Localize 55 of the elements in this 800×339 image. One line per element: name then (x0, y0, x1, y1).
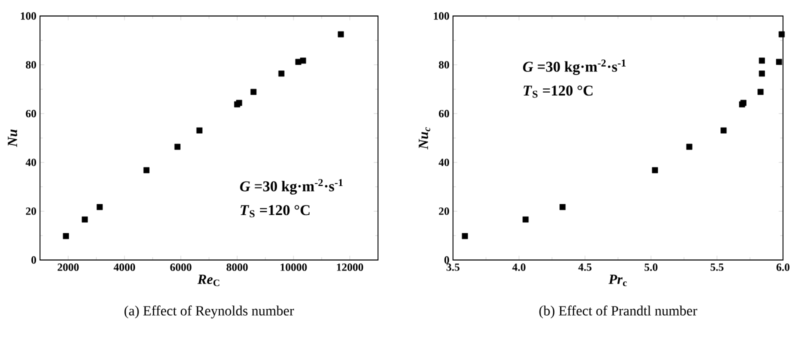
x-tick-label: 8000 (226, 264, 248, 271)
y-tick-label: 60 (26, 110, 36, 118)
point (560, 204, 566, 210)
point (462, 233, 468, 240)
point (758, 70, 765, 77)
y-tick-label: 0 (31, 256, 36, 264)
x-tick-label: 4000 (114, 264, 136, 271)
y-tick-label: 80 (26, 61, 36, 68)
x-tick-label: 5.5 (710, 264, 724, 271)
x-axis-title: Pr$_{c}$ (608, 274, 627, 286)
y-tick-label: 20 (438, 208, 450, 215)
x-tick-label: 12000 (337, 264, 364, 271)
point (652, 167, 658, 174)
text: (b) Effect of Prandtl number (539, 306, 698, 318)
y-tick-label: 100 (20, 12, 36, 20)
annotation: G =30 kg·m$^{-2}$·s$^{-1}$ (523, 60, 626, 75)
point (196, 127, 202, 134)
y-tick-label: 0 (444, 256, 450, 264)
x-tick-label: 4.0 (512, 264, 526, 271)
x-tick-label: 6.0 (776, 264, 790, 271)
annotation: G =30 kg·m$^{-2}$·s$^{-1}$ (240, 179, 343, 195)
point (720, 127, 727, 134)
annotation: T$_{S}$ =120 °C (524, 86, 592, 98)
point (778, 31, 785, 38)
point (278, 70, 284, 77)
point (758, 58, 765, 64)
point (522, 216, 529, 222)
point (62, 233, 69, 240)
x-tick-label: 3.5 (446, 264, 460, 271)
point (686, 144, 692, 150)
point (250, 88, 257, 95)
point (776, 58, 782, 65)
y-axis-title: Nu (8, 130, 18, 148)
x-axis-title: Re$_{C}$ (197, 274, 220, 286)
y-tick-label: 100 (434, 12, 450, 20)
y-tick-label: 20 (26, 208, 36, 215)
y-tick-label: 80 (438, 61, 450, 68)
point (174, 144, 180, 150)
point (96, 204, 103, 210)
x-tick-label: 2000 (58, 264, 79, 271)
x-tick-label: 4.5 (578, 264, 592, 271)
x-tick-label: 6000 (170, 264, 192, 271)
y-axis-title: Nu$_{c}$ (418, 127, 430, 150)
x-tick-label: 10000 (280, 264, 307, 271)
point (143, 167, 150, 174)
y-tick-label: 60 (438, 110, 450, 118)
x-tick-label: 5.0 (644, 264, 658, 271)
point (300, 58, 306, 64)
y-tick-label: 40 (26, 158, 36, 166)
y-tick-label: 40 (438, 158, 450, 166)
annotation: T$_{S}$ =120 °C (240, 205, 310, 218)
point (338, 31, 344, 38)
point (758, 88, 764, 95)
point (82, 216, 88, 222)
text: (a) Effect of Reynolds number (124, 306, 294, 318)
